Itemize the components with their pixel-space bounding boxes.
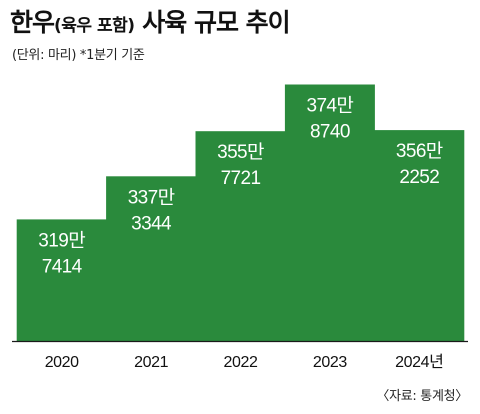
bar-2023 <box>284 84 375 341</box>
x-tick-2022: 2022 <box>224 354 258 371</box>
bar-2021 <box>106 176 197 341</box>
value-label-2020-line1: 319만 <box>38 229 85 251</box>
value-label-2022-line2: 7721 <box>221 168 261 189</box>
title-main: 한우 <box>10 8 55 37</box>
value-label-2023-line1: 374만 <box>307 95 354 117</box>
value-label-2023-line2: 8740 <box>310 122 350 143</box>
value-labels-group: 319만 7414 337만 3344 355만 7721 374만 8740 356만 2252 <box>38 95 443 278</box>
x-tick-2024년: 2024년 <box>395 353 443 371</box>
unit-note: (단위: 마리) *1분기 기준 <box>12 48 145 63</box>
x-tick-labels-group: 2020 2021 2022 2023 2024년 <box>45 353 444 371</box>
x-tick-2023: 2023 <box>313 354 347 371</box>
value-label-2024년-line2: 2252 <box>399 167 439 188</box>
value-label-2020-line2: 7414 <box>42 256 83 277</box>
bar-2022 <box>195 131 286 341</box>
source-note: 〈자료: 통계청〉 <box>376 389 468 404</box>
value-label-2021-line1: 337만 <box>128 186 175 208</box>
chart-title: 한우(육우 포함) 사육 규모 추이 <box>10 8 291 41</box>
x-tick-2021: 2021 <box>134 354 168 371</box>
bar-2024년 <box>374 130 465 341</box>
value-label-2021-line2: 3344 <box>131 213 172 234</box>
x-tick-2020: 2020 <box>45 354 79 371</box>
title-parenthetical: (육우 포함) <box>54 16 135 36</box>
value-label-2024년-line1: 356만 <box>396 140 443 162</box>
bar-2020 <box>16 219 107 341</box>
title-rest: 사육 규모 추이 <box>134 8 290 37</box>
bars-group <box>16 84 465 341</box>
value-label-2022-line1: 355만 <box>217 141 264 163</box>
